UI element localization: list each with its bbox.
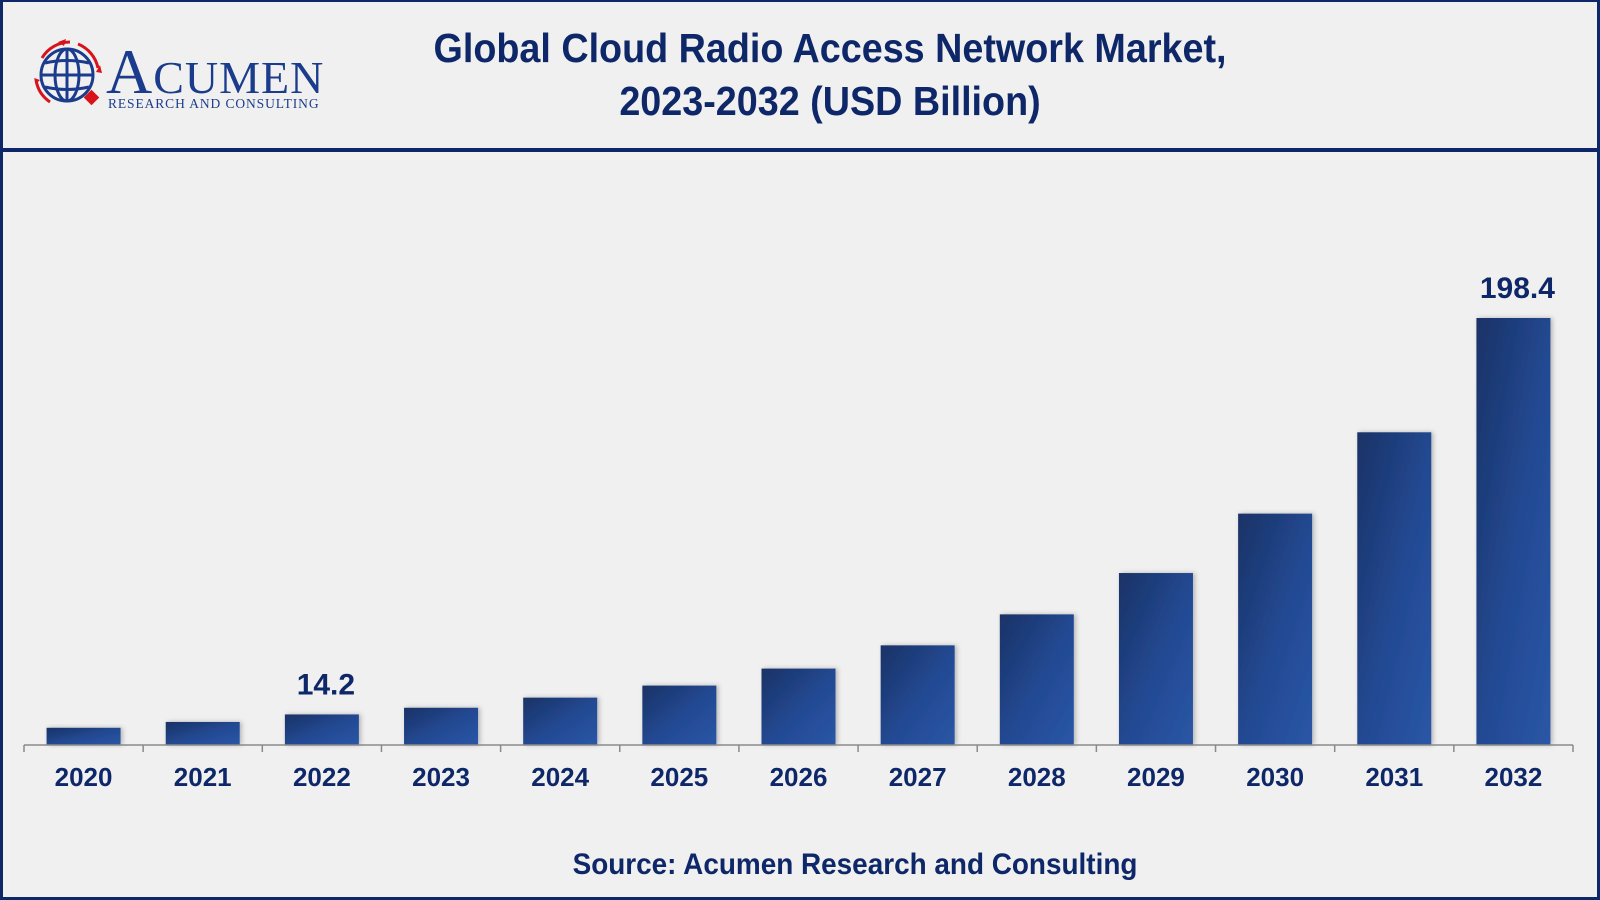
chart-title-line1: Global Cloud Radio Access Network Market… — [433, 25, 1227, 71]
bar-2030 — [1238, 513, 1313, 745]
x-tick-label-2025: 2025 — [650, 762, 708, 792]
x-tick-label-2022: 2022 — [293, 762, 351, 792]
chart-title-line2: 2023-2032 (USD Billion) — [619, 78, 1041, 124]
bar-2023 — [404, 707, 479, 745]
x-tick-label-2024: 2024 — [531, 762, 589, 792]
bar-2032 — [1476, 318, 1551, 745]
x-tick-label-2020: 2020 — [55, 762, 113, 792]
bars-group — [46, 318, 1551, 745]
data-label-2022: 14.2 — [297, 668, 355, 701]
bar-2020 — [46, 727, 121, 745]
logo-name-rest: CUMEN — [153, 52, 325, 103]
acumen-logo: ACUMEN RESEARCH AND CONSULTING — [30, 36, 340, 112]
chart-title: Global Cloud Radio Access Network Market… — [342, 22, 1317, 128]
x-tick-labels: 2020 2021 2022 2023 2024 2025 2026 2027 2028 2029… — [55, 762, 1543, 792]
bar-2027 — [880, 645, 955, 745]
x-tick-label-2031: 2031 — [1365, 762, 1423, 792]
globe-icon — [34, 39, 102, 106]
bar-2028 — [999, 614, 1074, 745]
bar-2031 — [1357, 432, 1432, 745]
x-axis — [23, 744, 1574, 752]
x-tick-label-2028: 2028 — [1008, 762, 1066, 792]
bar-2024 — [523, 697, 598, 745]
bar-2021 — [165, 721, 240, 745]
bar-2022 — [284, 714, 359, 745]
bar-2025 — [642, 685, 717, 745]
logo-wordmark: ACUMEN — [106, 40, 324, 104]
x-tick-label-2021: 2021 — [174, 762, 232, 792]
x-tick-label-2026: 2026 — [770, 762, 828, 792]
x-tick-label-2027: 2027 — [889, 762, 947, 792]
bar-2029 — [1118, 573, 1193, 745]
logo-initial: A — [106, 36, 154, 107]
logo-tagline: RESEARCH AND CONSULTING — [108, 96, 320, 111]
x-tick-label-2029: 2029 — [1127, 762, 1185, 792]
x-tick-label-2030: 2030 — [1246, 762, 1304, 792]
source-note: Source: Acumen Research and Consulting — [572, 848, 1138, 881]
data-labels: 14.2 198.4 — [297, 272, 1556, 701]
x-tick-label-2032: 2032 — [1485, 762, 1543, 792]
bar-2026 — [761, 668, 836, 745]
x-tick-label-2023: 2023 — [412, 762, 470, 792]
header-divider — [0, 148, 1600, 152]
data-label-2032: 198.4 — [1480, 272, 1555, 305]
